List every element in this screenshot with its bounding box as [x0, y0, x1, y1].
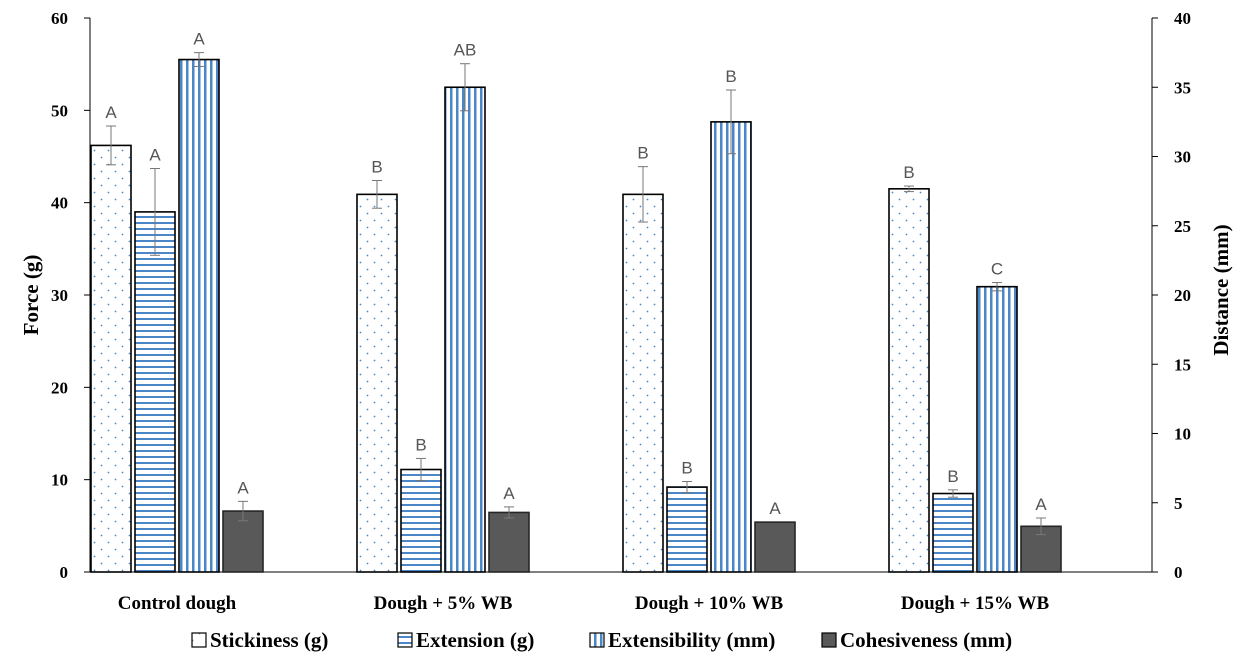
significance-letter: AB [454, 41, 477, 60]
bar-dots [356, 193, 398, 573]
category-label: Dough + 15% WB [901, 593, 1050, 614]
left-tick-label: 40 [51, 194, 68, 213]
significance-letter: C [991, 260, 1003, 279]
bar-hlines [400, 468, 442, 573]
category-label: Dough + 5% WB [374, 593, 513, 614]
right-tick-label: 5 [1174, 494, 1183, 513]
right-tick-label: 40 [1174, 9, 1191, 28]
significance-letter: B [415, 435, 426, 454]
legend-swatch-vlines [589, 632, 605, 648]
right-tick-label: 25 [1174, 217, 1191, 236]
significance-letter: A [503, 484, 515, 503]
category-label: Dough + 10% WB [635, 593, 784, 614]
bar-vlines [710, 121, 752, 573]
bar-dots [90, 144, 132, 573]
legend-label: Extensibility (mm) [608, 628, 775, 652]
significance-letter: A [1035, 495, 1047, 514]
significance-letter: B [681, 459, 692, 478]
bar-dots [888, 188, 930, 573]
legend-swatch-solid [821, 632, 837, 648]
bar-dots [622, 193, 664, 573]
right-tick-label: 30 [1174, 148, 1191, 167]
bar-vlines [976, 285, 1018, 573]
bar-vlines [178, 58, 220, 573]
right-tick-label: 0 [1174, 563, 1183, 582]
right-tick-label: 35 [1174, 78, 1191, 97]
bar-solid [754, 521, 796, 573]
left-tick-label: 30 [51, 286, 68, 305]
category-labels: Control dough Dough + 5% WB Dough + 10% WB… [118, 593, 1050, 614]
legend-label: Extension (g) [416, 628, 534, 652]
right-tick-label: 15 [1174, 355, 1191, 374]
right-tick-label: 20 [1174, 286, 1191, 305]
right-tick-label: 10 [1174, 425, 1191, 444]
bar-hlines [932, 492, 974, 573]
legend-swatch-dots [191, 632, 207, 648]
bar-hlines [666, 486, 708, 573]
significance-letter: B [947, 467, 958, 486]
legend: Stickiness (g) Extension (g) Extensibility… [191, 628, 1012, 652]
legend-swatch-hlines [397, 632, 413, 648]
left-tick-label: 20 [51, 378, 68, 397]
bar-vlines [444, 86, 486, 573]
legend-label: Cohesiveness (mm) [840, 628, 1012, 652]
significance-letter: B [637, 144, 648, 163]
y2-axis-title: Distance (mm) [1209, 224, 1233, 355]
significance-letter: A [237, 478, 249, 497]
significance-letter: A [769, 499, 781, 518]
right-axis-ticks: 0 5 10 15 20 25 30 35 40 [1152, 9, 1191, 582]
left-tick-label: 60 [51, 9, 68, 28]
legend-label: Stickiness (g) [210, 628, 328, 652]
left-tick-label: 50 [51, 101, 68, 120]
significance-letter: A [105, 103, 117, 122]
left-tick-label: 0 [60, 563, 69, 582]
y-axis-title: Force (g) [19, 255, 43, 336]
significance-letter: A [193, 30, 205, 49]
bar-hlines [134, 211, 176, 573]
category-label: Control dough [118, 593, 237, 614]
significance-letter: B [903, 163, 914, 182]
left-tick-label: 10 [51, 471, 68, 490]
significance-letter: B [725, 67, 736, 86]
significance-letter: B [371, 158, 382, 177]
left-axis-ticks: 0 10 20 30 40 50 60 [51, 9, 90, 582]
significance-letter: A [149, 146, 161, 165]
bar-solid [488, 511, 530, 573]
